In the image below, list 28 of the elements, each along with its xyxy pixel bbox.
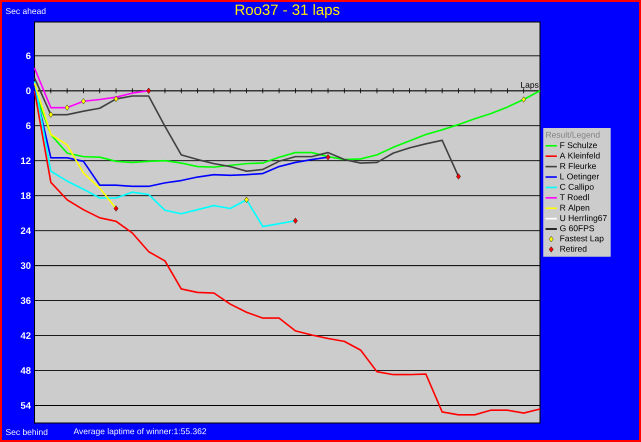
y-tick-label: 18 (21, 192, 31, 200)
legend-label: A Kleinfeld (560, 152, 600, 159)
legend-label: T Roedl (560, 194, 589, 200)
legend-label: L Oetinger (560, 173, 600, 182)
x-axis-title: Laps (521, 82, 538, 90)
chart-title: Roo37 - 31 laps (236, 4, 340, 18)
y-tick-label: 6 (26, 52, 31, 60)
legend-label: U Herrling67 (560, 214, 607, 223)
y-tick-label: 12 (21, 157, 31, 164)
text: Average laptime of winner:1:55.362 (74, 428, 206, 436)
legend-label: R Fleurke (560, 162, 596, 170)
text: Sec behind (6, 428, 48, 436)
legend-label: F Schulze (560, 142, 597, 148)
y-tick-label: 42 (20, 332, 31, 339)
y-tick-label: 36 (20, 297, 31, 304)
y-tick-label: 48 (20, 367, 31, 374)
legend-label: C Callipo (560, 184, 594, 192)
y-tick-label: 24 (20, 227, 31, 234)
y-axis-title: Sec ahead (6, 8, 46, 14)
legend-label: R Alpen (560, 204, 590, 212)
y-tick-label: 0 (26, 87, 31, 94)
legend-label: Fastest Lap (560, 235, 604, 244)
legend-label: G 60FPS (560, 225, 594, 232)
y-tick-label: 30 (20, 262, 31, 269)
legend-label: Retired (560, 246, 586, 252)
y-tick-label: 54 (20, 402, 31, 409)
legend-title: Result/Legend (546, 132, 600, 140)
y-tick-label: 6 (26, 122, 31, 130)
